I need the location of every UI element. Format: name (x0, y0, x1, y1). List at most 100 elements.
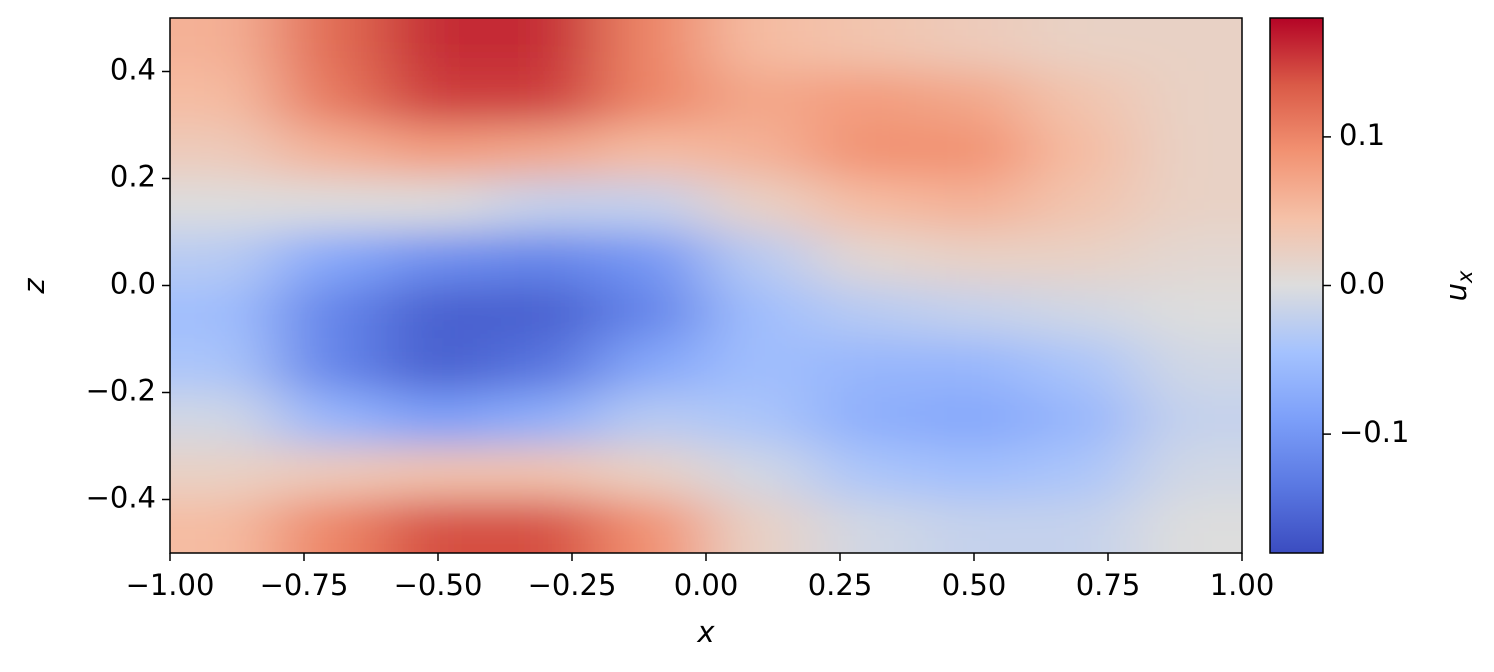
colorbar-label-base: u (1439, 283, 1473, 301)
x-tick-label: −1.00 (126, 568, 215, 602)
heatmap-cell (170, 285, 278, 340)
heatmap-cell (383, 392, 493, 447)
heatmap-cell (170, 178, 278, 233)
heatmap-cell (1027, 285, 1136, 340)
heatmap-cell (1027, 18, 1136, 72)
y-tick-label: −0.4 (86, 481, 156, 515)
heatmap-cell (1027, 124, 1136, 179)
heatmap-cell (1134, 124, 1242, 179)
heatmap-cell (598, 392, 707, 447)
heatmap-cell (170, 499, 278, 553)
x-tick-label: 0.00 (674, 568, 739, 602)
heatmap-cell (276, 71, 385, 126)
x-tick-label: 0.25 (808, 568, 873, 602)
heatmap-cell (383, 445, 493, 500)
x-tick-label: −0.75 (260, 568, 349, 602)
heatmap (170, 18, 1242, 553)
heatmap-cell (276, 231, 385, 286)
heatmap-cell (1134, 231, 1242, 286)
heatmap-cell (276, 178, 385, 233)
heatmap-cell (491, 338, 600, 393)
heatmap-cell (705, 338, 814, 393)
heatmap-cell (276, 338, 385, 393)
heatmap-cell (383, 178, 493, 233)
heatmap-cell (491, 231, 600, 286)
x-tick-label: 1.00 (1210, 568, 1275, 602)
colorbar-label: ux (1439, 270, 1477, 301)
heatmap-cell (1134, 499, 1242, 553)
heatmap-cell (383, 338, 493, 393)
heatmap-cell (170, 71, 278, 126)
heatmap-cell (491, 178, 600, 233)
x-tick-label: −0.50 (394, 568, 483, 602)
y-tick-label: 0.0 (110, 267, 156, 301)
x-tick-label: 0.50 (942, 568, 1007, 602)
heatmap-cell (919, 178, 1029, 233)
heatmap-cell (705, 71, 814, 126)
heatmap-cell (919, 445, 1029, 500)
heatmap-cell (919, 124, 1029, 179)
heatmap-cell (1027, 445, 1136, 500)
heatmap-cell (812, 338, 921, 393)
x-tick-label: −0.25 (528, 568, 617, 602)
colorbar (1269, 17, 1324, 554)
heatmap-cell (1027, 231, 1136, 286)
heatmap-cell (170, 392, 278, 447)
heatmap-cell (1027, 71, 1136, 126)
heatmap-cell (1134, 392, 1242, 447)
heatmap-cell (919, 71, 1029, 126)
heatmap-cell (705, 231, 814, 286)
heatmap-cell (812, 392, 921, 447)
heatmap-cell (705, 178, 814, 233)
y-tick-label: −0.2 (86, 374, 156, 408)
heatmap-cell (598, 445, 707, 500)
colorbar-tick-label: −0.1 (1339, 415, 1409, 449)
heatmap-cell (383, 124, 493, 179)
heatmap-cell (919, 338, 1029, 393)
heatmap-cell (1134, 285, 1242, 340)
heatmap-cell (812, 231, 921, 286)
heatmap-cell (383, 18, 493, 72)
heatmap-cell (276, 124, 385, 179)
heatmap-cell (1134, 18, 1242, 72)
heatmap-cell (919, 18, 1029, 72)
heatmap-cell (491, 285, 600, 340)
heatmap-cell (1134, 71, 1242, 126)
heatmap-cell (276, 18, 385, 72)
y-tick-label: 0.2 (110, 160, 156, 194)
heatmap-cell (919, 499, 1029, 553)
heatmap-cell (491, 445, 600, 500)
heatmap-cell (812, 445, 921, 500)
x-axis-label: x (696, 615, 715, 649)
x-tick-label: 0.75 (1076, 568, 1141, 602)
heatmap-cell (812, 71, 921, 126)
heatmap-cell (598, 231, 707, 286)
heatmap-cell (598, 338, 707, 393)
heatmap-cell (598, 285, 707, 340)
heatmap-cell (491, 71, 600, 126)
heatmap-cell (276, 445, 385, 500)
heatmap-cell (812, 18, 921, 72)
heatmap-cell (705, 445, 814, 500)
y-tick-label: 0.4 (110, 53, 156, 87)
heatmap-cell (705, 392, 814, 447)
heatmap-cell (491, 499, 600, 553)
heatmap-cell (705, 18, 814, 72)
heatmap-cell (276, 392, 385, 447)
heatmap-cell (919, 285, 1029, 340)
colorbar-label-sub: x (1453, 270, 1477, 284)
heatmap-cell (491, 18, 600, 72)
heatmap-cell (1027, 178, 1136, 233)
heatmap-cell (170, 124, 278, 179)
heatmap-cell (598, 178, 707, 233)
heatmap-cell (383, 499, 493, 553)
heatmap-cell (812, 124, 921, 179)
heatmap-cell (1027, 499, 1136, 553)
heatmap-cell (598, 499, 707, 553)
heatmap-cell (1134, 445, 1242, 500)
heatmap-cell (1027, 392, 1136, 447)
heatmap-cell (919, 392, 1029, 447)
heatmap-cell (1134, 338, 1242, 393)
heatmap-cell (383, 71, 493, 126)
